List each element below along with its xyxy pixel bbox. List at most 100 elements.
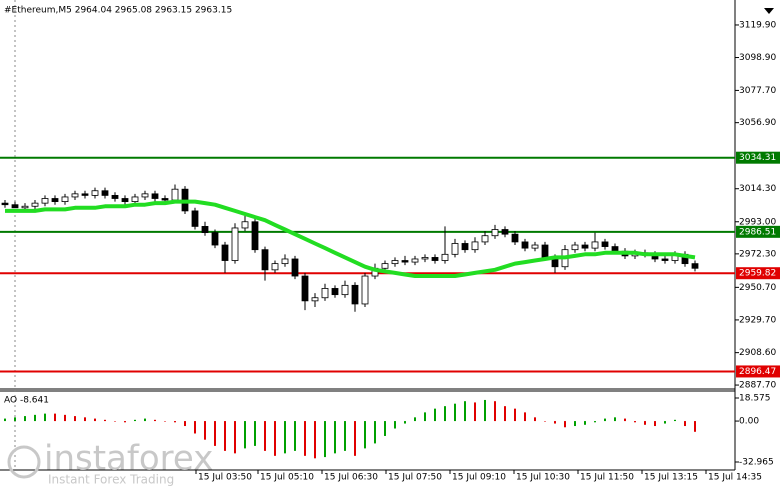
candle-body (541, 244, 549, 258)
ao-bar (104, 419, 106, 422)
candle-body (511, 233, 519, 243)
ao-bar (644, 421, 646, 425)
candle-body (441, 253, 449, 261)
ao-bar (204, 421, 206, 440)
candle-body (231, 227, 239, 261)
candle-body (531, 244, 539, 249)
ao-bar (174, 421, 176, 423)
ao-bar (574, 421, 576, 427)
ao-bar (84, 417, 86, 422)
ao-bar (434, 408, 436, 422)
candle-body (81, 193, 89, 196)
candle-body (251, 221, 259, 251)
ao-bar (604, 418, 606, 422)
ao-bar (164, 421, 166, 422)
ao-bar (564, 421, 566, 428)
ao-bar (614, 417, 616, 422)
x-tick-label: 15 Jul 06:30 (324, 473, 378, 483)
watermark-slogan: Instant Forex Trading (48, 473, 174, 487)
candle-body (71, 193, 79, 198)
watermark: instaforex Instant Forex Trading (7, 439, 213, 487)
ao-bar (474, 402, 476, 422)
candle-body (331, 288, 339, 296)
candle-body (381, 263, 389, 269)
candle-body (31, 202, 39, 207)
scroll-marker (764, 8, 774, 14)
x-tick-label: 15 Jul 07:50 (388, 473, 442, 483)
ao-bar (364, 421, 366, 449)
ao-bar (194, 421, 196, 434)
candle-body (141, 193, 149, 198)
candle-body (121, 198, 129, 202)
candle-body (421, 257, 429, 260)
ao-tick-label: 18.575 (739, 393, 771, 403)
ao-bar (144, 418, 146, 422)
ao-bar (494, 401, 496, 422)
candle-body (431, 257, 439, 261)
ao-bar (254, 421, 256, 446)
x-tick-label: 15 Jul 10:30 (516, 473, 570, 483)
candle-body (201, 226, 209, 234)
candle-body (111, 194, 119, 199)
ao-bar (484, 399, 486, 422)
ao-bar (444, 406, 446, 422)
ao-bar (64, 414, 66, 422)
ao-label: AO -8.641 (4, 396, 49, 406)
ao-bar (464, 401, 466, 422)
ao-bar (304, 421, 306, 456)
watermark-brand: instaforex (44, 439, 213, 479)
candle-body (91, 190, 99, 196)
y-tick-label: 2929.70 (739, 315, 776, 325)
candle-body (11, 204, 19, 209)
ao-bar (54, 413, 56, 422)
y-tick-label: 3014.30 (739, 184, 776, 194)
ao-bar (654, 421, 656, 427)
candle-body (51, 198, 59, 202)
ao-bar (124, 421, 126, 423)
candle-body (591, 241, 599, 249)
ao-bar (594, 421, 596, 423)
ao-bar (244, 421, 246, 449)
ao-bar (534, 417, 536, 422)
y-tick-label: 2993.00 (739, 217, 776, 227)
y-tick-label: 3056.90 (739, 118, 776, 128)
ao-bar (554, 421, 556, 424)
candle-body (601, 241, 609, 247)
candle-body (521, 241, 529, 249)
ao-bar (674, 419, 676, 422)
ao-bar (114, 421, 116, 422)
ao-bar (634, 421, 636, 423)
ao-bar (524, 412, 526, 422)
candle-body (171, 188, 179, 201)
y-tick-label: 2972.30 (739, 249, 776, 259)
level-label: 2986.51 (739, 227, 776, 237)
ao-bar (374, 421, 376, 444)
ao-bar (584, 421, 586, 425)
level-label: 3034.31 (739, 153, 776, 163)
candle-body (1, 202, 9, 206)
candle-body (661, 258, 669, 261)
ao-bar (74, 416, 76, 422)
chart-title: #Ethereum,M5 2964.04 2965.08 2963.15 296… (4, 6, 232, 16)
candle-body (351, 284, 359, 305)
candle-body (611, 246, 619, 252)
x-tick-label: 15 Jul 09:10 (452, 473, 506, 483)
watermark-logo (7, 445, 41, 479)
ao-bar (414, 417, 416, 422)
ao-bar (234, 421, 236, 454)
level-tag (736, 225, 780, 238)
ao-bar (664, 421, 666, 424)
ao-bar (274, 421, 276, 456)
ao-bar (4, 418, 6, 422)
candle-body (571, 244, 579, 251)
candle-body (471, 241, 479, 251)
ao-bar (454, 403, 456, 422)
ao-tick-label: 0.00 (739, 417, 759, 427)
ao-bar (694, 421, 696, 432)
ao-bar (214, 421, 216, 446)
candle-body (291, 258, 299, 277)
level-label: 2959.82 (739, 269, 776, 279)
candle-body (361, 275, 369, 305)
level-tag (736, 267, 780, 280)
